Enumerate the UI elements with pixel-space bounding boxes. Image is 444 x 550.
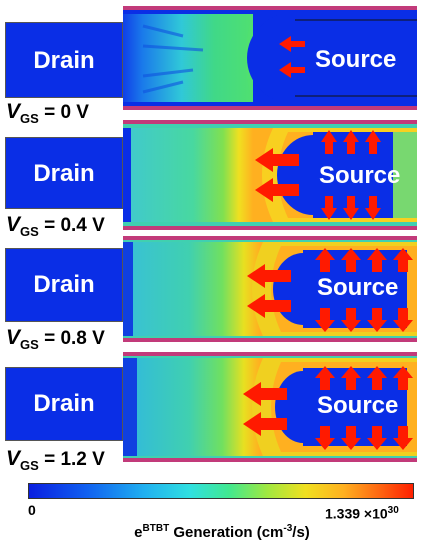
colorbar-title: eBTBT Generation (cm-3/s) — [134, 523, 310, 541]
generation-map-svg — [123, 352, 417, 462]
colorbar — [28, 483, 414, 499]
vgs-label: VGS = 1.2 V — [6, 447, 105, 473]
drain-label: Drain — [33, 271, 95, 298]
colorbar-min-label: 0 — [28, 502, 36, 518]
source-label: Source — [317, 274, 399, 301]
generation-arrows — [247, 248, 413, 332]
source-label: Source — [317, 392, 399, 419]
drain-region: Drain — [5, 248, 123, 322]
vgs-label: VGS = 0.8 V — [6, 326, 105, 352]
drain-label: Drain — [33, 47, 95, 74]
generation-map-svg — [123, 6, 417, 110]
bottom-rail — [123, 106, 417, 110]
vgs-label: VGS = 0 V — [6, 100, 89, 126]
drain-label: Drain — [33, 160, 95, 187]
drain-region: Drain — [5, 367, 123, 441]
generation-arrows — [255, 130, 381, 220]
device-generation-map: Source — [123, 236, 417, 342]
drain-label: Drain — [33, 390, 95, 417]
generation-arrows — [243, 366, 413, 450]
drain-region: Drain — [5, 137, 123, 209]
source-label: Source — [315, 46, 397, 73]
device-generation-map: Source — [123, 120, 417, 230]
top-rail — [123, 6, 417, 10]
generation-map-svg — [123, 120, 417, 230]
vgs-label: VGS = 0.4 V — [6, 213, 105, 239]
device-generation-map: Source — [123, 6, 417, 110]
device-generation-map: Source — [123, 352, 417, 462]
generation-map-svg — [123, 236, 417, 342]
source-label: Source — [319, 162, 401, 189]
generation-arrows — [279, 36, 305, 78]
drain-region: Drain — [5, 22, 123, 98]
colorbar-max-label: 1.339 ×1030 — [325, 505, 399, 522]
